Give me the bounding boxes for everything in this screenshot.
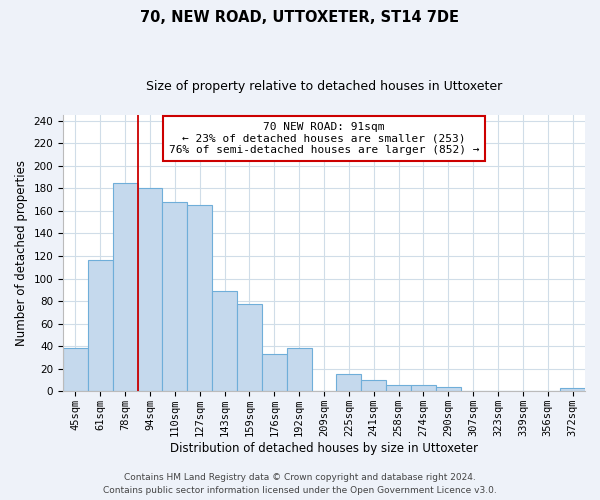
Bar — [287, 348, 311, 392]
Bar — [113, 182, 137, 392]
Bar — [386, 384, 411, 392]
Bar — [411, 384, 436, 392]
Bar — [237, 304, 262, 392]
Text: 70 NEW ROAD: 91sqm
← 23% of detached houses are smaller (253)
76% of semi-detach: 70 NEW ROAD: 91sqm ← 23% of detached hou… — [169, 122, 479, 155]
Bar — [163, 202, 187, 392]
Bar — [137, 188, 163, 392]
Bar — [212, 291, 237, 392]
Bar — [560, 388, 585, 392]
Bar — [63, 348, 88, 392]
X-axis label: Distribution of detached houses by size in Uttoxeter: Distribution of detached houses by size … — [170, 442, 478, 455]
Bar — [262, 354, 287, 392]
Title: Size of property relative to detached houses in Uttoxeter: Size of property relative to detached ho… — [146, 80, 502, 93]
Bar — [436, 387, 461, 392]
Text: Contains HM Land Registry data © Crown copyright and database right 2024.
Contai: Contains HM Land Registry data © Crown c… — [103, 474, 497, 495]
Y-axis label: Number of detached properties: Number of detached properties — [15, 160, 28, 346]
Bar — [187, 205, 212, 392]
Bar — [337, 374, 361, 392]
Bar — [361, 380, 386, 392]
Bar — [88, 260, 113, 392]
Text: 70, NEW ROAD, UTTOXETER, ST14 7DE: 70, NEW ROAD, UTTOXETER, ST14 7DE — [140, 10, 460, 25]
